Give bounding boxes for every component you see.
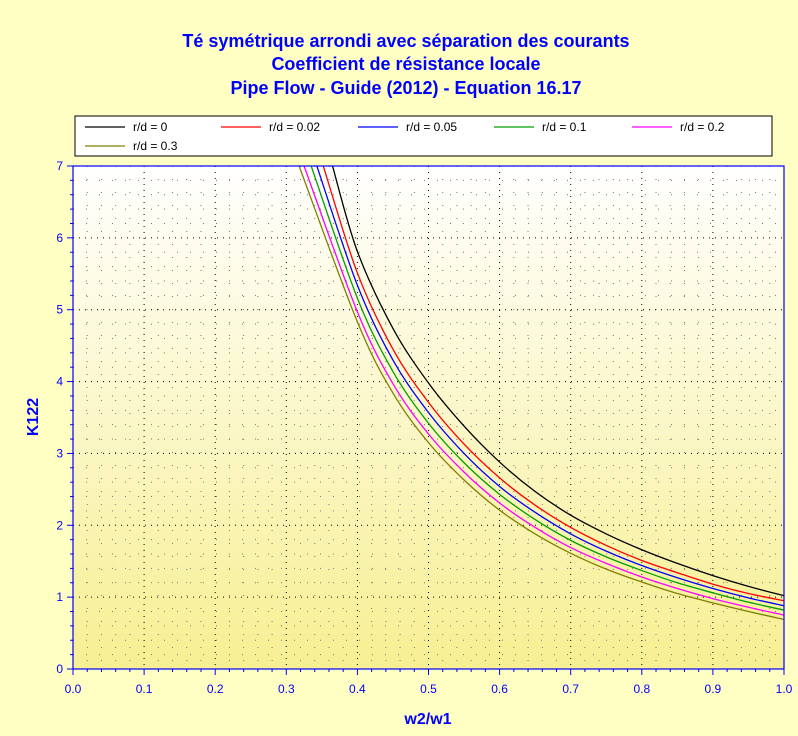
series-line (298, 166, 784, 621)
x-tick-label: 0.7 (562, 682, 579, 696)
chart-title-line-3: Pipe Flow - Guide (2012) - Equation 16.1… (230, 78, 581, 98)
legend: r/d = 0 r/d = 0.02 r/d = 0.05 r/d = 0.1 r/d … (74, 115, 773, 157)
legend-label: r/d = 0.05 (406, 120, 457, 134)
y-tick-label: 4 (56, 375, 63, 389)
axes: 0.0 0.1 0.2 0.3 0.4 0.5 0.6 0.7 0.8 0.9 1.0 0 1 2 3 4 5 6… (56, 159, 792, 696)
x-tick-label: 0.4 (349, 682, 366, 696)
series-line (310, 166, 784, 611)
legend-label: r/d = 0.1 (542, 120, 587, 134)
legend-box (74, 115, 773, 157)
x-axis-label: w2/w1 (403, 711, 451, 728)
series-line (331, 166, 784, 597)
x-tick-label: 0.3 (278, 682, 295, 696)
legend-label: r/d = 0.02 (269, 120, 320, 134)
y-tick-label: 3 (56, 446, 63, 460)
x-tick-label: 0.5 (420, 682, 437, 696)
legend-label: r/d = 0.3 (133, 139, 178, 153)
y-tick-label: 0 (56, 662, 63, 676)
y-axis-label: K122 (25, 398, 42, 436)
x-tick-label: 0.8 (633, 682, 650, 696)
y-tick-label: 1 (56, 590, 63, 604)
x-tick-label: 1.0 (776, 682, 793, 696)
y-tick-label: 2 (56, 518, 63, 532)
x-tick-label: 0.9 (705, 682, 722, 696)
series-layer (298, 166, 784, 621)
y-tick-label: 5 (56, 303, 63, 317)
x-tick-label: 0.0 (65, 682, 82, 696)
x-tick-label: 0.2 (207, 682, 224, 696)
series-line (322, 166, 784, 602)
chart-title-line-1: Té symétrique arrondi avec séparation de… (182, 31, 629, 51)
chart-title-line-2: Coefficient de résistance locale (271, 54, 540, 74)
x-tick-label: 0.6 (491, 682, 508, 696)
y-tick-label: 6 (56, 231, 63, 245)
series-line (303, 166, 784, 616)
y-tick-label: 7 (56, 159, 63, 173)
series-line (316, 166, 784, 607)
legend-label: r/d = 0 (133, 120, 168, 134)
x-tick-label: 0.1 (136, 682, 153, 696)
legend-label: r/d = 0.2 (680, 120, 725, 134)
